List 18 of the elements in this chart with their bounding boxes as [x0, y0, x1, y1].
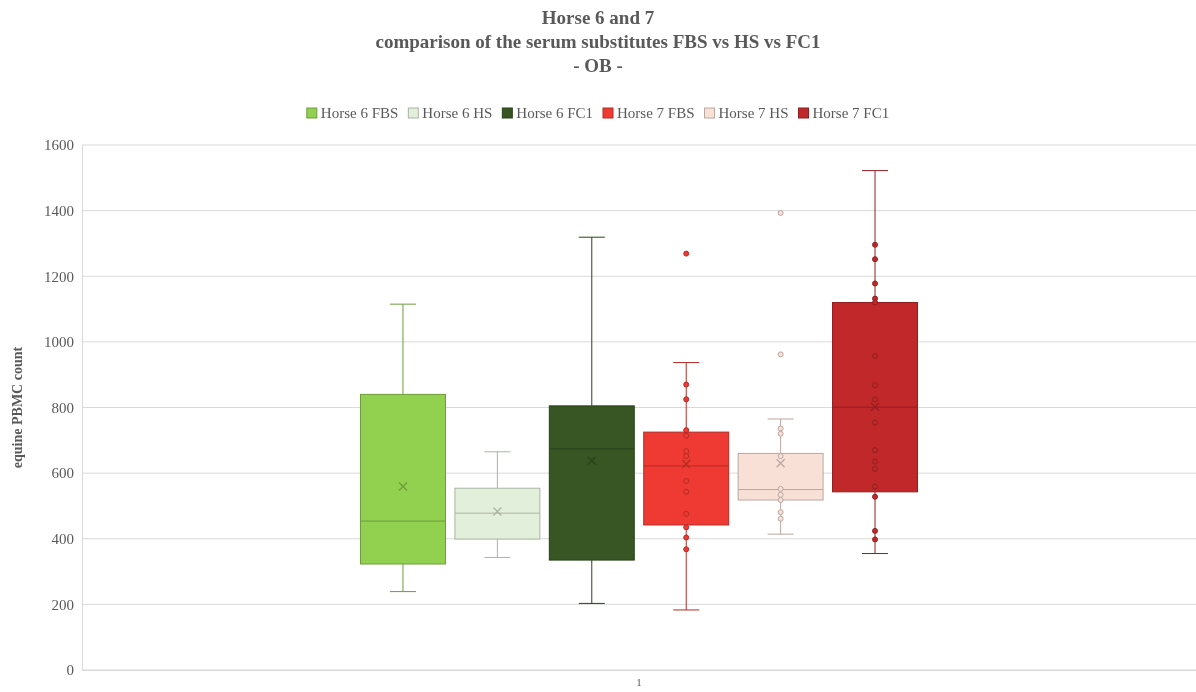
y-tick-label: 0: [66, 662, 74, 679]
y-tick-label: 1200: [44, 268, 74, 285]
legend-label: Horse 6 FBS: [320, 105, 399, 121]
legend-label: Horse 6 HS: [422, 105, 493, 121]
y-tick-label: 1400: [44, 202, 74, 219]
y-axis-title: equine PBMC count: [10, 346, 25, 469]
legend-label: Horse 7 HS: [718, 105, 789, 121]
legend-label: Horse 7 FBS: [617, 105, 695, 121]
y-tick-label: 200: [51, 596, 74, 613]
y-tick-label: 400: [51, 531, 74, 548]
y-tick-label: 800: [51, 399, 74, 416]
y-tick-label: 1600: [44, 137, 74, 154]
legend-label: Horse 7 FC1: [812, 105, 890, 121]
chart-title: Horse 6 and 7 comparison of the serum substitutes FBS vs HS vs FC1 - OB -: [375, 7, 821, 76]
y-tick-label: 1000: [44, 334, 74, 351]
y-tick-label: 600: [51, 465, 74, 482]
legend-label: Horse 6 FC1: [516, 105, 593, 121]
x-tick-label: 1: [636, 675, 642, 688]
